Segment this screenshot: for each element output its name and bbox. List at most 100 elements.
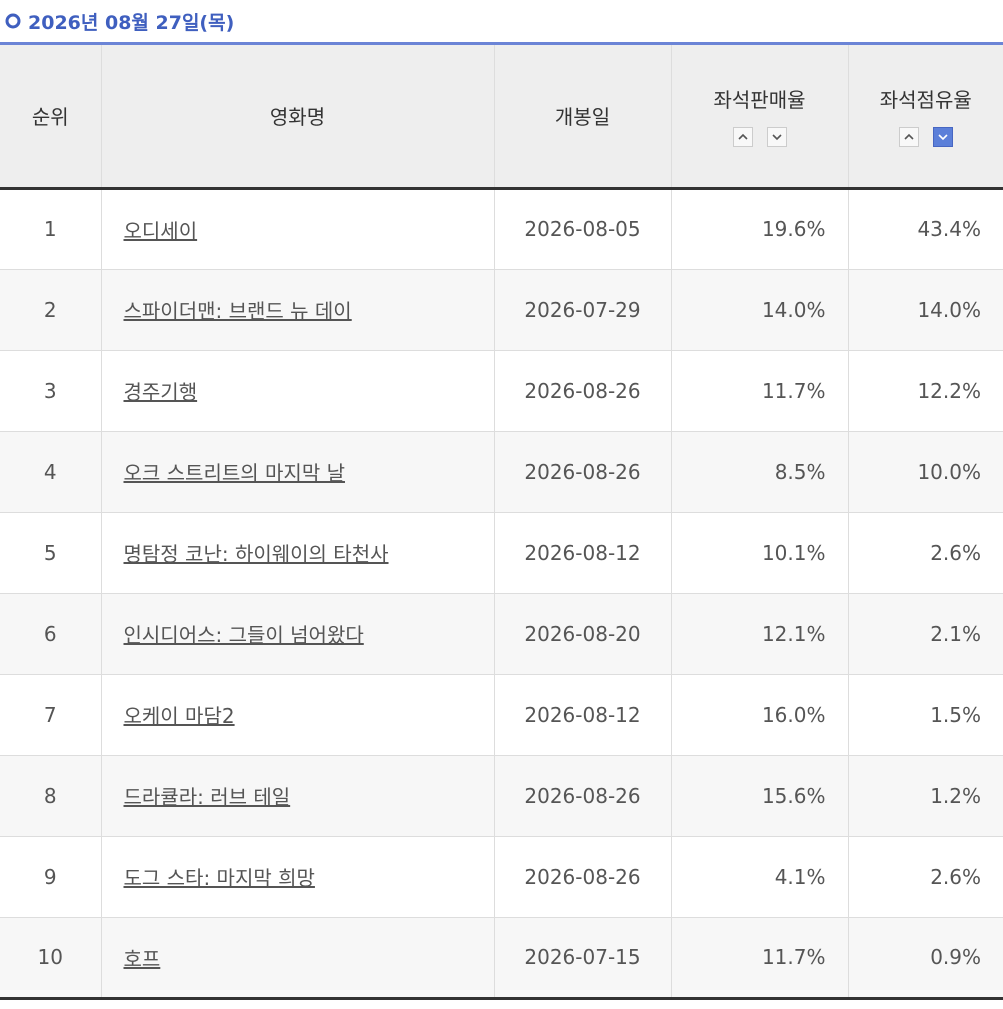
cell: 오케이 마담2 [100,674,495,756]
bullet-icon [5,13,21,29]
seat-share-rate: 43.4% [917,217,981,241]
cell: 16.0% [670,674,849,756]
rank: 3 [43,378,57,403]
seat-sales-rate: 8.5% [774,459,826,484]
cell: 8 [0,755,102,837]
table-row: 4 오크 스트리트의 마지막 날 2026-08-26 8.5% 10.0% [0,431,1003,513]
table-row: 3 경주기행 2026-08-26 11.7% 12.2% [0,350,1003,432]
release-date: 2026-08-20 [524,621,641,646]
movie-title[interactable]: 호프 [123,946,161,971]
cell: 43.4% [847,188,1003,270]
column-label: 개봉일 [554,105,611,130]
cell: 2026-08-26 [493,755,672,837]
rank: 9 [43,864,57,889]
seat-share-rate: 1.2% [930,783,981,808]
seat-sales-rate: 11.7% [761,945,826,969]
date-heading: 2026년 08월 27일(목) [0,0,1003,45]
seat-sales-rate: 16.0% [761,702,826,727]
seat-sales-rate: 14.0% [761,297,826,322]
cell: 1 [0,188,102,270]
cell: 2026-08-20 [493,593,672,675]
table-row: 7 오케이 마담2 2026-08-12 16.0% 1.5% [0,674,1003,756]
rank: 2 [43,297,57,322]
seat-share-rate: 2.6% [930,540,981,565]
movie-title[interactable]: 오디세이 [123,218,198,243]
seat-share-rate: 0.9% [930,945,981,969]
cell: 10 [0,917,102,1000]
movie-title[interactable]: 인시디어스: 그들이 넘어왔다 [123,623,364,647]
table-row: 5 명탐정 코난: 하이웨이의 타천사 2026-08-12 10.1% 2.6% [0,512,1003,594]
cell: 스파이더맨: 브랜드 뉴 데이 [100,269,495,351]
cell: 4.1% [670,836,849,918]
sort-asc[interactable] [732,127,753,148]
seat-share-rate: 2.6% [930,864,981,889]
sort-controls [672,127,848,148]
cell: 8.5% [670,431,849,513]
cell: 2 [0,269,102,351]
column-label: 좌석판매율 [713,88,806,113]
seat-sales-rate: 11.7% [761,378,826,403]
ranking-table: 순위 영화명 개봉일 좌석판매율 좌석점유율 1 오디세이 2026-08-05 19… [0,45,1003,1000]
seat-sales-rate: 12.1% [761,621,826,646]
cell: 2026-08-05 [493,188,672,270]
header-cell: 영화명 [100,45,495,190]
cell: 2.6% [847,836,1003,918]
cell: 2026-08-12 [493,674,672,756]
header-row: 순위 영화명 개봉일 좌석판매율 좌석점유율 [0,45,1003,190]
cell: 2026-08-26 [493,836,672,918]
movie-title[interactable]: 스파이더맨: 브랜드 뉴 데이 [123,299,352,323]
movie-title[interactable]: 드라큘라: 러브 테일 [123,785,291,809]
movie-title[interactable]: 오크 스트리트의 마지막 날 [123,461,345,485]
table-row: 2 스파이더맨: 브랜드 뉴 데이 2026-07-29 14.0% 14.0% [0,269,1003,351]
cell: 2026-08-26 [493,431,672,513]
release-date: 2026-08-26 [524,864,641,889]
header-cell: 개봉일 [493,45,672,190]
table-row: 1 오디세이 2026-08-05 19.6% 43.4% [0,188,1003,270]
cell: 15.6% [670,755,849,837]
seat-share-rate: 12.2% [917,378,981,403]
sort-desc-active[interactable] [932,127,953,148]
cell: 2.1% [847,593,1003,675]
sort-desc[interactable] [766,127,787,148]
cell: 10.0% [847,431,1003,513]
cell: 12.2% [847,350,1003,432]
rank: 5 [43,540,57,565]
header-cell: 좌석점유율 [847,45,1003,190]
seat-sales-rate: 4.1% [774,864,826,889]
release-date: 2026-08-12 [524,540,641,565]
release-date: 2026-08-26 [524,459,641,484]
table-row: 9 도그 스타: 마지막 희망 2026-08-26 4.1% 2.6% [0,836,1003,918]
movie-title[interactable]: 명탐정 코난: 하이웨이의 타천사 [123,542,389,566]
cell: 19.6% [670,188,849,270]
column-label: 좌석점유율 [879,88,972,113]
seat-share-rate: 2.1% [930,621,981,646]
rank: 10 [37,945,63,969]
movie-title[interactable]: 도그 스타: 마지막 희망 [123,866,315,890]
header-cell: 좌석판매율 [670,45,849,190]
table-body: 1 오디세이 2026-08-05 19.6% 43.4% 2 스파이더맨: 브랜드 뉴 데… [0,188,1003,1000]
cell: 0.9% [847,917,1003,1000]
cell: 경주기행 [100,350,495,432]
rank: 4 [43,459,57,484]
cell: 4 [0,431,102,513]
rank: 8 [43,783,57,808]
cell: 명탐정 코난: 하이웨이의 타천사 [100,512,495,594]
table-row: 6 인시디어스: 그들이 넘어왔다 2026-08-20 12.1% 2.1% [0,593,1003,675]
cell: 11.7% [670,917,849,1000]
table-row: 8 드라큘라: 러브 테일 2026-08-26 15.6% 1.2% [0,755,1003,837]
cell: 2026-08-26 [493,350,672,432]
sort-asc[interactable] [898,127,919,148]
cell: 오디세이 [100,188,495,270]
movie-title[interactable]: 오케이 마담2 [123,704,235,728]
cell: 14.0% [847,269,1003,351]
cell: 호프 [100,917,495,1000]
release-date: 2026-08-05 [524,217,641,241]
cell: 3 [0,350,102,432]
seat-sales-rate: 19.6% [761,217,826,241]
movie-title[interactable]: 경주기행 [123,380,198,404]
cell: 인시디어스: 그들이 넘어왔다 [100,593,495,675]
seat-share-rate: 14.0% [917,297,981,322]
date-title: 2026년 08월 27일(목) [28,11,235,34]
cell: 9 [0,836,102,918]
